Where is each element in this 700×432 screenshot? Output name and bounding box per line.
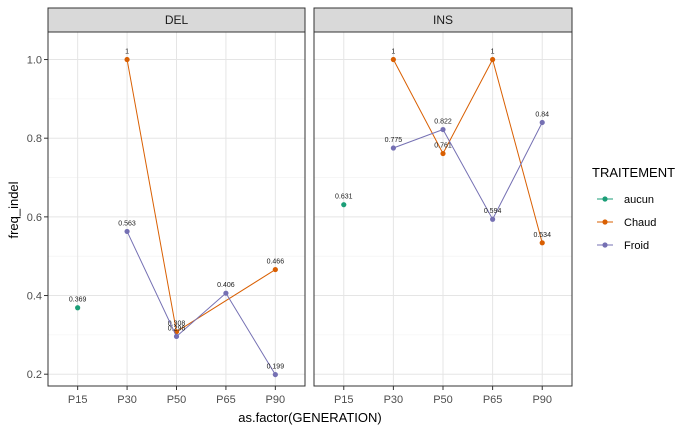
- facet-strip: [47, 7, 306, 33]
- x-tick-label: P50: [167, 394, 187, 406]
- panel-del: DEL P15 P30 P50 P65 P90 0.369 1 0.308 0.466 0.563 0…: [47, 7, 306, 406]
- y-tick-label: 0.8: [27, 133, 42, 145]
- data-label: 0.775: [385, 137, 403, 144]
- y-tick-label: 0.4: [27, 291, 42, 303]
- legend-label-froid: Froid: [624, 240, 649, 252]
- y-tick-label: 0.6: [27, 212, 42, 224]
- data-label: 0.563: [118, 220, 136, 227]
- data-point-froid: [539, 119, 545, 126]
- data-point-froid: [173, 333, 180, 340]
- data-point-chaud: [539, 240, 545, 246]
- x-axis-title: as.factor(GENERATION): [238, 410, 382, 425]
- data-point-aucun: [341, 202, 347, 208]
- data-point-froid: [490, 216, 496, 222]
- data-label: 0.296: [168, 325, 186, 332]
- x-tick-label: P30: [384, 394, 404, 406]
- series-line-froid: [393, 122, 543, 221]
- legend-key-point: [602, 196, 608, 202]
- x-tick-label: P15: [68, 394, 88, 406]
- series-line-chaud: [392, 58, 543, 243]
- y-tick-label: 0.2: [27, 369, 42, 381]
- data-label: 1: [125, 49, 129, 56]
- data-label: 1: [391, 49, 395, 56]
- x-tick-label: P90: [532, 394, 552, 406]
- legend-key-point: [602, 242, 608, 248]
- data-label: 0.466: [267, 259, 285, 266]
- data-point-froid: [440, 126, 446, 133]
- data-point-chaud: [440, 150, 446, 157]
- legend-key-point: [602, 219, 608, 225]
- data-label: 0.631: [335, 194, 353, 201]
- series-line-froid: [126, 231, 276, 375]
- x-tick-label: P50: [433, 394, 453, 406]
- data-point-froid: [223, 290, 229, 296]
- data-point-chaud: [490, 56, 496, 63]
- facet-strip-label: DEL: [165, 13, 189, 27]
- panel-border: [313, 31, 573, 387]
- data-point-aucun: [75, 305, 81, 311]
- data-point-froid: [390, 145, 396, 151]
- data-point-froid: [272, 371, 278, 378]
- x-tick-label: P30: [117, 394, 137, 406]
- data-label: 0.199: [267, 364, 285, 371]
- y-tick-label: 1.0: [27, 55, 42, 67]
- panel-border: [47, 31, 306, 387]
- legend-label-chaud: Chaud: [624, 217, 656, 229]
- legend-title: TRAITEMENT: [592, 165, 675, 180]
- data-point-froid: [124, 228, 130, 235]
- facet-strip-label: INS: [433, 13, 453, 27]
- facet-strip: [313, 7, 573, 33]
- y-axis: 0.2 0.4 0.6 0.8 1.0: [27, 55, 48, 381]
- legend-label-aucun: aucun: [624, 194, 654, 206]
- data-label: 1: [491, 49, 495, 56]
- x-tick-label: P65: [216, 394, 236, 406]
- data-label: 0.761: [434, 143, 452, 150]
- data-label: 0.308: [168, 321, 186, 328]
- data-label: 0.534: [533, 232, 551, 239]
- panel-ins: INS P15 P30 P50 P65 P90 0.631 1 0.761 1 0.534 0.775…: [313, 7, 573, 406]
- data-point-chaud: [124, 56, 130, 63]
- data-label: 0.594: [484, 208, 502, 215]
- data-point-chaud: [272, 266, 278, 273]
- data-label: 0.406: [217, 282, 235, 289]
- y-axis-title: freq_indel: [6, 181, 21, 238]
- x-tick-label: P65: [483, 394, 503, 406]
- x-tick-label: P15: [334, 394, 354, 406]
- data-label: 0.84: [535, 111, 549, 118]
- legend: TRAITEMENT aucun Chaud Froid: [592, 165, 675, 252]
- x-tick-label: P90: [266, 394, 286, 406]
- data-label: 0.369: [69, 297, 87, 304]
- data-label: 0.822: [434, 119, 452, 126]
- data-point-chaud: [390, 56, 396, 63]
